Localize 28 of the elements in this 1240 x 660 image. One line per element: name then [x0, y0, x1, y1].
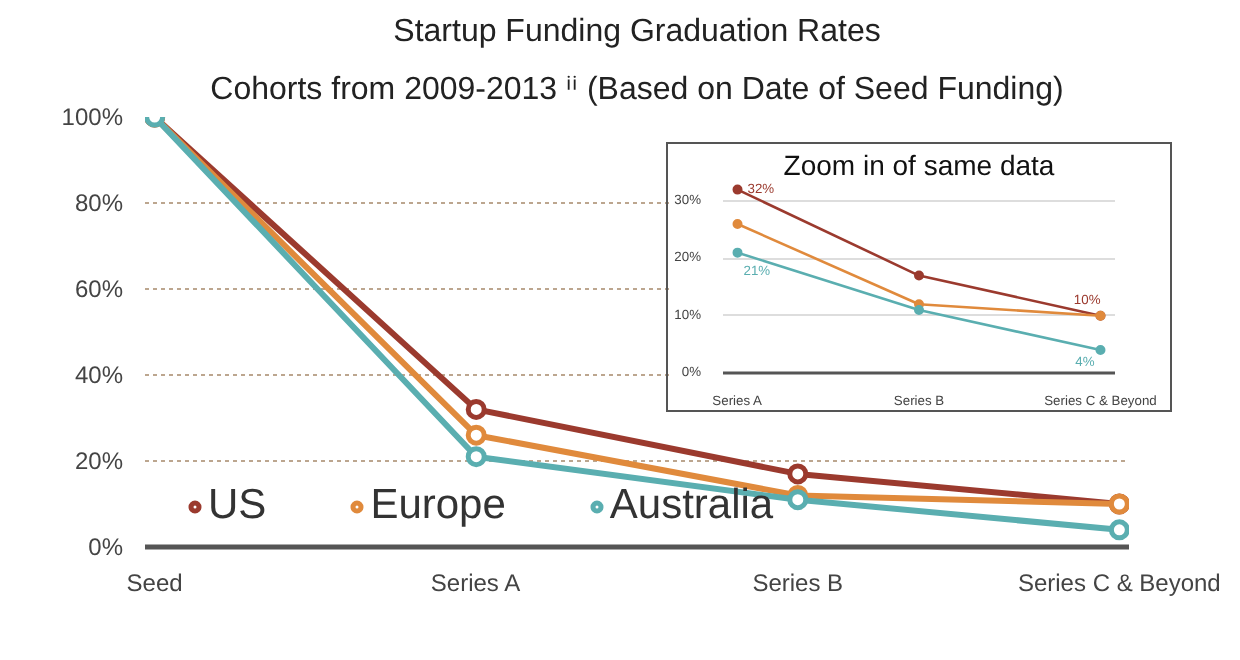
- legend-label: Australia: [609, 482, 774, 530]
- y-tick-label: 100%: [61, 103, 124, 131]
- point: [732, 247, 743, 258]
- legend-label: Europe: [370, 482, 506, 530]
- chart-subtitle: Cohorts from 2009-2013 ⁱⁱ (Based on Date of Seed Funding): [210, 73, 1064, 107]
- x-tick-label: Seed: [126, 569, 183, 597]
- point: [465, 424, 487, 446]
- x-tick-label: Series B: [752, 569, 844, 597]
- x-tick-label: Series C & Beyond: [1017, 569, 1221, 597]
- point: [787, 463, 809, 485]
- chart-title: Zoom in of same data: [783, 149, 1055, 181]
- point: [1095, 345, 1106, 356]
- point: [1108, 519, 1129, 541]
- y-tick-label: 0%: [88, 533, 124, 561]
- point: [914, 304, 924, 315]
- chart-title: Startup Funding Graduation Rates: [393, 15, 881, 49]
- y-tick-label: 20%: [74, 447, 124, 475]
- y-tick-label: 60%: [74, 275, 124, 303]
- point: [732, 184, 743, 195]
- point: [914, 270, 924, 281]
- point: [465, 446, 487, 468]
- y-tick-label: 40%: [74, 361, 124, 389]
- legend-label: US: [208, 482, 267, 530]
- y-tick-label: 80%: [74, 189, 124, 217]
- point: [732, 218, 743, 229]
- point: [787, 489, 809, 511]
- x-tick-label: Series A: [430, 569, 521, 597]
- point: [465, 398, 487, 420]
